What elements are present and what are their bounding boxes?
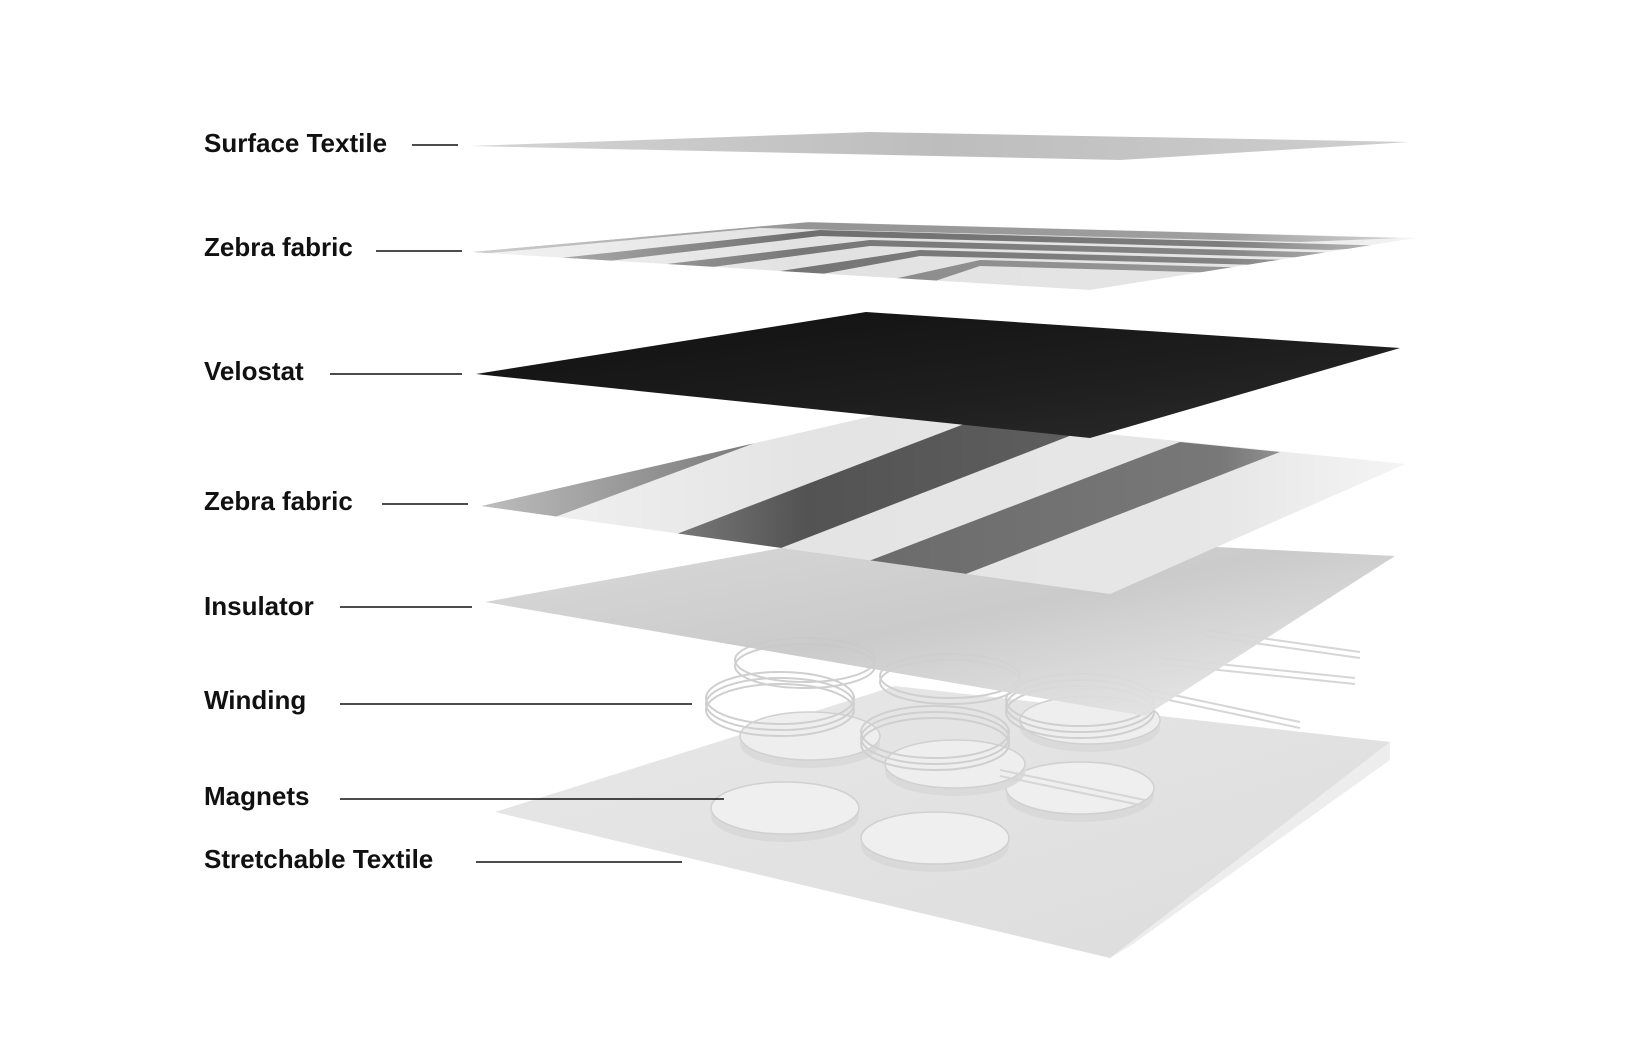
- label-zebra-fabric-bottom: Zebra fabric: [204, 486, 353, 516]
- insulator-layer: [485, 530, 1395, 716]
- winding-coil: [860, 705, 1010, 771]
- label-magnets: Magnets: [204, 781, 309, 811]
- winding-coil: [705, 671, 855, 737]
- magnet: [860, 811, 1010, 872]
- label-insulator: Insulator: [204, 591, 314, 621]
- zebra-fabric-bottom-layer: [482, 412, 1405, 594]
- label-winding: Winding: [204, 685, 306, 715]
- surface-textile-layer: [470, 132, 1410, 160]
- magnet: [739, 711, 881, 768]
- label-stretchable-textile: Stretchable Textile: [204, 844, 433, 874]
- zebra-fabric-top-layer: [472, 222, 1415, 290]
- label-surface-textile: Surface Textile: [204, 128, 387, 158]
- label-velostat: Velostat: [204, 356, 304, 386]
- labels: Surface Textile Zebra fabric Velostat Ze…: [204, 128, 724, 874]
- velostat-layer: [476, 312, 1400, 438]
- label-zebra-fabric-top: Zebra fabric: [204, 232, 353, 262]
- magnet: [710, 781, 860, 842]
